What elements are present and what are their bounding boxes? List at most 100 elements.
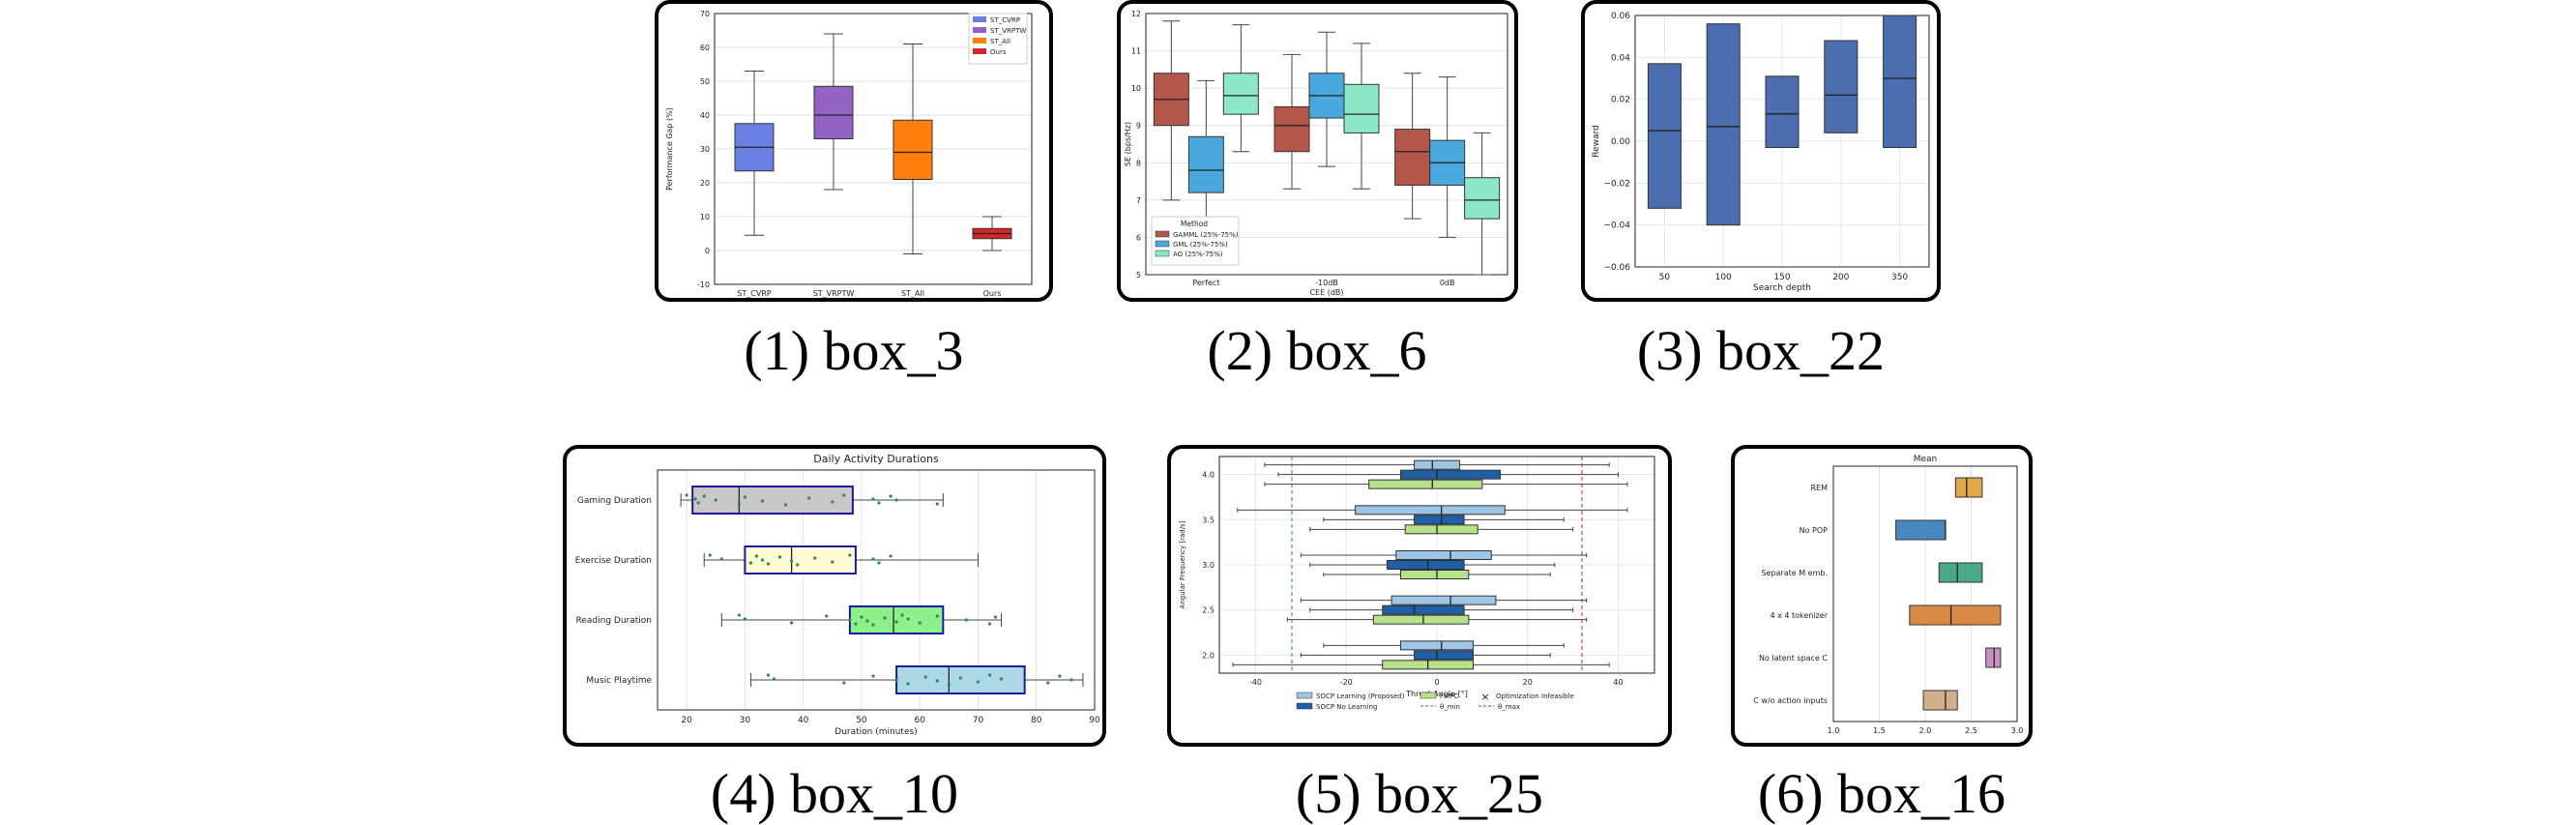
data-point <box>935 502 939 506</box>
box-No POP-box <box>1895 519 1947 541</box>
y-tick-label: Exercise Duration <box>575 556 652 566</box>
y-axis-label: Reward <box>1592 125 1601 158</box>
legend-entry: FMPC <box>1440 692 1458 700</box>
y-axis-label: Angular Frequency [rad/s] <box>1179 520 1186 608</box>
chart-box-25-svg: -40 -20 0 20 40 2.0 2.5 3.0 3.5 4.0 Angular Freque… <box>1179 456 1655 711</box>
y-tick-label: −0.04 <box>1603 221 1630 231</box>
data-point <box>743 617 746 621</box>
x-tick-label: 40 <box>798 716 809 725</box>
y-tick-label: -10 <box>697 280 710 289</box>
box-depth-50-box <box>1647 63 1682 209</box>
box-depth-150-box <box>1765 75 1800 148</box>
data-point <box>685 493 688 497</box>
chart-box-3-svg: -10 0 10 20 30 40 50 60 70 Performance Gap (%) ST_… <box>665 10 1033 298</box>
data-point <box>848 553 852 557</box>
data-point <box>900 613 904 617</box>
data-point <box>754 554 759 558</box>
chart-box-10-svg: Daily Activity Durations 20 30 40 50 60 70 80 90… <box>575 453 1100 737</box>
y-tick-label: Gaming Duration <box>577 496 652 506</box>
data-point <box>987 622 992 626</box>
x-tick-label: 40 <box>1613 678 1623 687</box>
y-tick-label: 0.00 <box>1611 137 1630 147</box>
legend-title: Method <box>1181 220 1208 228</box>
caption-box-6: (2) box_6 <box>1207 319 1427 382</box>
box-Reading Duration-box <box>848 605 945 634</box>
x-tick-label: 80 <box>1031 716 1042 725</box>
y-tick-label: Separate M emb. <box>1761 569 1828 577</box>
y-tick-label: −0.06 <box>1603 263 1630 273</box>
caption-box-25: (5) box_25 <box>1295 762 1544 825</box>
data-point <box>842 493 846 497</box>
x-tick-label: 60 <box>914 716 925 725</box>
y-tick-label: 7 <box>1136 196 1141 205</box>
legend-swatch <box>973 27 986 33</box>
data-point <box>796 563 800 567</box>
plot-frame <box>657 469 1096 711</box>
data-point <box>871 497 875 501</box>
box-freq-3.5-s1-box <box>1414 515 1465 525</box>
data-point <box>708 553 712 557</box>
data-point <box>993 615 998 619</box>
data-point <box>696 501 700 505</box>
box-C w/o action inputs-box <box>1922 690 1958 711</box>
data-point <box>923 675 927 679</box>
caption-box-10: (4) box_10 <box>710 762 959 825</box>
y-tick-label: Reading Duration <box>576 616 652 626</box>
box-freq-2.5-s0-box <box>1390 595 1497 605</box>
legend-swatch <box>1155 250 1170 257</box>
chart-title: Mean <box>1914 455 1938 464</box>
x-tick-label: 90 <box>1089 716 1100 725</box>
data-point <box>1069 678 1073 682</box>
legend-entry: AO (25%-75%) <box>1173 250 1223 258</box>
x-tick-label: 3.0 <box>2011 726 2024 735</box>
data-point <box>813 556 817 560</box>
box-Gaming Duration-box <box>691 486 854 515</box>
x-axis-label: CEE (dB) <box>1309 288 1343 297</box>
box-freq-3-s2-box <box>1400 570 1470 579</box>
legend-entry: GAMML (25%-75%) <box>1173 231 1239 239</box>
box-0dB-s0-box <box>1394 129 1431 186</box>
x-tick-label: 0 <box>1434 678 1439 687</box>
chart-panel-box-6: 5 6 7 8 9 10 11 12 SE (bps/Hz) Perfect -10dB 0dB CEE… <box>1117 0 1518 302</box>
box-depth-100-box <box>1706 23 1741 226</box>
data-point <box>964 618 969 622</box>
box-ST_All-box <box>893 119 933 180</box>
box-depth-200-box <box>1824 40 1859 133</box>
chart-panel-box-3: -10 0 10 20 30 40 50 60 70 Performance Gap (%) ST_… <box>655 0 1053 302</box>
y-tick-label: 10 <box>700 213 710 221</box>
y-tick-label: 0.02 <box>1611 96 1630 105</box>
x-tick-label: 350 <box>1891 273 1908 282</box>
y-axis-label: Performance Gap (%) <box>665 107 674 191</box>
y-tick-label: 30 <box>700 145 710 154</box>
y-tick-label: 11 <box>1131 47 1141 56</box>
data-point <box>871 557 875 561</box>
data-point <box>889 554 893 558</box>
data-point <box>894 678 898 682</box>
plot-frame <box>1634 15 1930 268</box>
box-freq-4-s2-box <box>1368 479 1483 489</box>
data-point <box>883 616 887 620</box>
box--10dB-s0-box <box>1273 105 1310 153</box>
box-freq-2-s0-box <box>1400 640 1474 651</box>
data-point <box>958 676 962 680</box>
data-point <box>743 495 746 499</box>
y-tick-label: 6 <box>1136 233 1141 242</box>
box-REM-box <box>1954 477 1983 498</box>
data-point <box>766 562 771 566</box>
data-point <box>906 617 910 621</box>
chart-box-16-svg: Mean 1.0 1.5 2.0 2.5 3.0 REM No POP Separate M e… <box>1753 455 2024 735</box>
legend-entry: θ_max <box>1498 703 1520 711</box>
legend-swatch <box>1296 692 1313 699</box>
caption-box-3: (1) box_3 <box>744 319 964 382</box>
y-tick-label: −0.02 <box>1603 179 1630 189</box>
data-point <box>719 557 723 561</box>
box-ST_VRPTW-box <box>813 85 854 139</box>
data-point <box>737 502 741 506</box>
data-point <box>848 618 852 622</box>
legend-entry: ST_VRPTW <box>990 27 1026 35</box>
legend-entry: SOCP No Learning <box>1316 703 1377 711</box>
x-axis-label: Thrust Angle [°] <box>1405 690 1468 698</box>
x-tick-label: 150 <box>1773 273 1790 282</box>
data-point <box>783 503 788 507</box>
x-tick-label: 100 <box>1715 273 1732 282</box>
